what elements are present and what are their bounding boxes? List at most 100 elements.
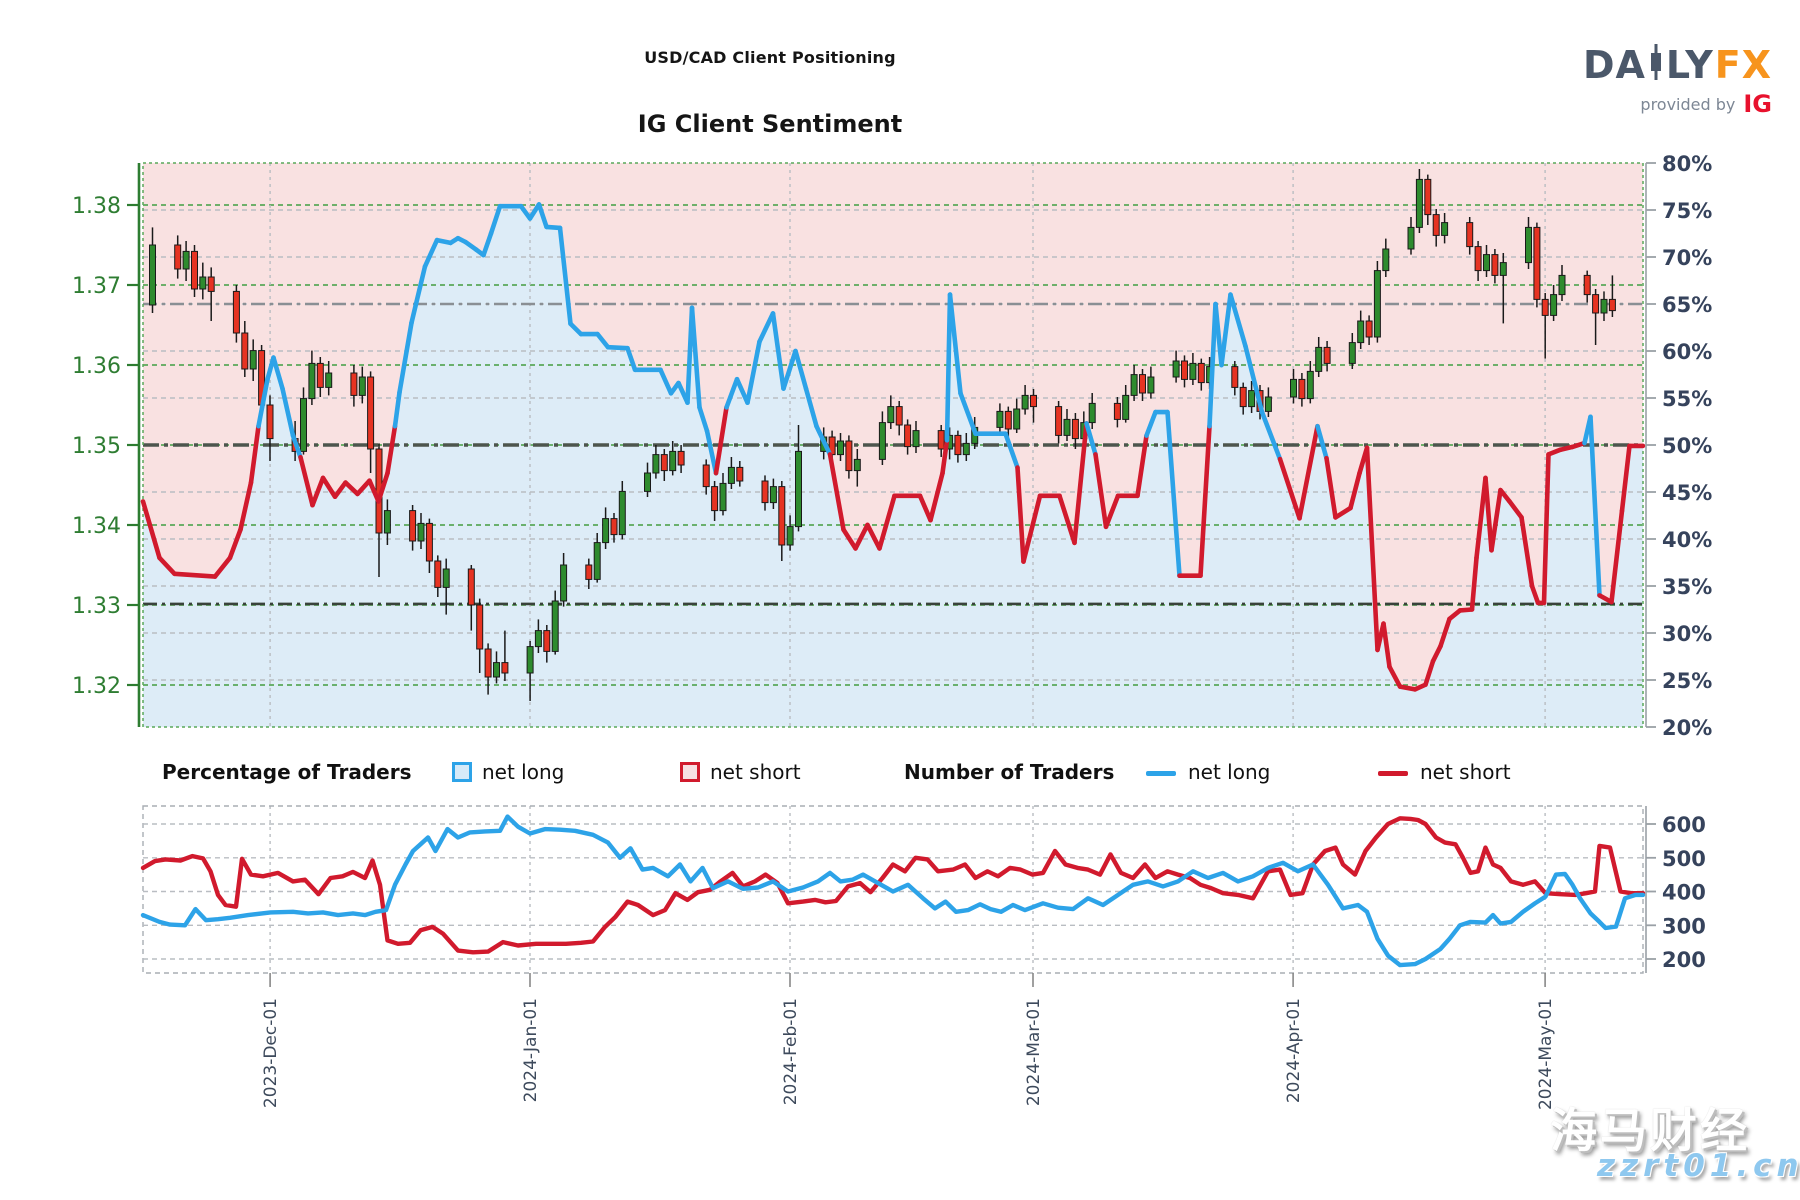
sentiment-line-segment (422, 237, 440, 269)
candle-up (308, 362, 316, 400)
sentiment-line-segment (1093, 452, 1109, 530)
candle-down (1608, 298, 1616, 312)
candle-up (1373, 270, 1381, 338)
pct-axis-label: 45% (1662, 481, 1712, 505)
candle-up (551, 600, 559, 652)
candle-up (1122, 394, 1130, 420)
sentiment-line-segment (367, 478, 381, 504)
sentiment-line-segment (1277, 456, 1302, 521)
sentiment-line-segment (256, 376, 270, 429)
candle-up (719, 482, 727, 512)
month-label: 2024-Mar-01 (1024, 998, 1044, 1106)
sentiment-line-segment (1165, 409, 1182, 579)
dailyfx-logo: DA LY FX provided by IG (1552, 44, 1772, 118)
candle-down (1533, 226, 1541, 300)
sentiment-line-segment (770, 311, 786, 391)
candle-down (1055, 406, 1063, 436)
candle-down (409, 510, 417, 542)
legend-num-net-short: net short (1420, 760, 1511, 784)
sentiment-line-segment (1021, 493, 1043, 564)
candle-up (493, 662, 500, 678)
candle-up (1021, 394, 1029, 410)
candle-down (476, 604, 484, 650)
candle-up (149, 244, 156, 306)
traders-axis-label: 400 (1662, 881, 1706, 905)
candle-up (300, 398, 307, 452)
sentiment-line-segment (814, 423, 833, 457)
sentiment-line-segment (1430, 643, 1443, 664)
sentiment-line-segment (1588, 414, 1602, 598)
pct-axis-label: 50% (1662, 434, 1712, 458)
candle-up (837, 440, 844, 456)
sentiment-line-segment (1469, 555, 1479, 612)
sentiment-line-segment (376, 470, 390, 504)
sentiment-line-segment (332, 480, 348, 500)
sentiment-line-segment (958, 390, 978, 437)
candle-down (677, 450, 685, 466)
month-label: 2023-Dec-01 (261, 998, 281, 1108)
chart-subtitle: IG Client Sentiment (637, 110, 903, 138)
candle-up (1357, 320, 1365, 344)
sentiment-line-segment (658, 367, 674, 396)
sentiment-line-segment (704, 428, 719, 476)
sentiment-line-segment (917, 493, 933, 523)
sentiment-line-segment (1315, 423, 1329, 461)
candle-up (887, 406, 895, 424)
candle-up (1348, 342, 1356, 364)
price-axis-label: 1.33 (72, 594, 121, 619)
sentiment-line-segment (1084, 421, 1098, 457)
candle-up (1306, 370, 1314, 400)
sentiment-line-segment (536, 202, 549, 230)
candle-down (1004, 410, 1012, 430)
traders-net-short-line (140, 816, 1646, 955)
sentiment-line-segment (853, 522, 870, 551)
candle-down (484, 648, 492, 678)
price-axis-label: 1.35 (72, 434, 121, 459)
logo-provided-by: provided by IG (1552, 90, 1772, 118)
price-axis-label: 1.38 (72, 194, 121, 219)
candle-down (1474, 246, 1482, 272)
candle-up (593, 542, 601, 580)
sentiment-line-segment (1541, 452, 1551, 606)
price-axis-label: 1.36 (72, 354, 121, 379)
sentiment-line-segment (1015, 465, 1026, 564)
candle-up (996, 410, 1004, 428)
ig-logo: IG (1743, 90, 1772, 118)
net-long-line-icon (1146, 771, 1176, 776)
candle-down (543, 630, 551, 652)
traders-net-long-line (140, 814, 1646, 968)
traders-axis-label: 200 (1662, 948, 1706, 972)
logo-text-da: DA (1582, 43, 1646, 87)
sentiment-line-segment (1057, 493, 1077, 546)
sentiment-line-segment (1003, 431, 1020, 470)
logo-text-ly: LY (1665, 43, 1714, 87)
pct-axis-label: 80% (1662, 152, 1712, 176)
sentiment-line-segment (1529, 583, 1541, 606)
sentiment-line-segment (1474, 475, 1488, 561)
sentiment-line-segment (605, 344, 630, 351)
provided-by-label: provided by (1640, 94, 1736, 114)
sentiment-line-segment (1348, 470, 1362, 511)
sentiment-line-segment (724, 376, 740, 410)
candle-down (1491, 254, 1499, 276)
candle-up (1600, 298, 1608, 314)
candle-down (585, 564, 593, 580)
sentiment-line-segment (385, 423, 398, 476)
sentiment-line-segment (940, 437, 950, 476)
net-short-line-icon (1378, 771, 1408, 776)
candle-up (795, 450, 802, 528)
legend-pct-net-long: net long (482, 760, 565, 784)
candle-up (1264, 396, 1272, 412)
traders-axis-label: 300 (1662, 914, 1706, 938)
candle-up (644, 472, 651, 492)
candle-down (1424, 178, 1432, 216)
candle-down (191, 250, 198, 290)
candle-up (1172, 360, 1180, 378)
candle-down (1592, 294, 1600, 314)
sentiment-line-segment (1381, 621, 1392, 670)
sentiment-line-segment (1498, 487, 1512, 504)
candle-up (1483, 254, 1490, 272)
sentiment-line-segment (947, 292, 963, 396)
sentiment-line-segment (841, 527, 858, 551)
pct-axis-label: 35% (1662, 575, 1712, 599)
